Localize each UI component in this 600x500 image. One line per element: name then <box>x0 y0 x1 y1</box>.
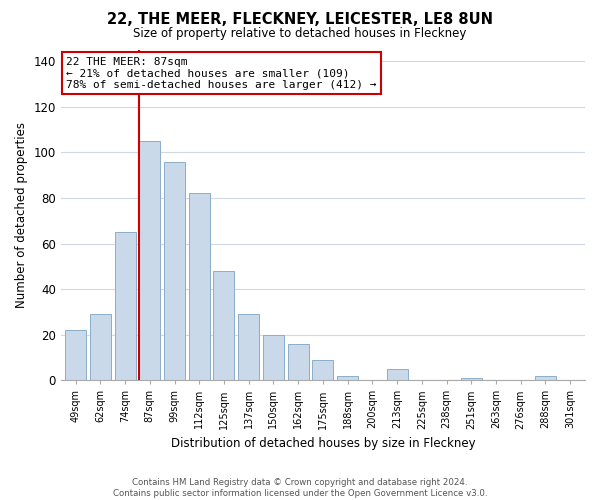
Bar <box>214 271 235 380</box>
Bar <box>139 141 160 380</box>
Bar <box>337 376 358 380</box>
Bar <box>535 376 556 380</box>
Bar <box>115 232 136 380</box>
Bar <box>164 162 185 380</box>
Text: 22 THE MEER: 87sqm
← 21% of detached houses are smaller (109)
78% of semi-detach: 22 THE MEER: 87sqm ← 21% of detached hou… <box>66 56 377 90</box>
Bar <box>238 314 259 380</box>
Bar <box>189 194 210 380</box>
Text: Size of property relative to detached houses in Fleckney: Size of property relative to detached ho… <box>133 28 467 40</box>
Bar <box>461 378 482 380</box>
Text: Contains HM Land Registry data © Crown copyright and database right 2024.
Contai: Contains HM Land Registry data © Crown c… <box>113 478 487 498</box>
Bar <box>65 330 86 380</box>
Y-axis label: Number of detached properties: Number of detached properties <box>15 122 28 308</box>
Bar <box>313 360 334 380</box>
Bar <box>386 369 407 380</box>
X-axis label: Distribution of detached houses by size in Fleckney: Distribution of detached houses by size … <box>170 437 475 450</box>
Bar <box>287 344 308 380</box>
Bar <box>263 334 284 380</box>
Bar <box>90 314 111 380</box>
Text: 22, THE MEER, FLECKNEY, LEICESTER, LE8 8UN: 22, THE MEER, FLECKNEY, LEICESTER, LE8 8… <box>107 12 493 28</box>
